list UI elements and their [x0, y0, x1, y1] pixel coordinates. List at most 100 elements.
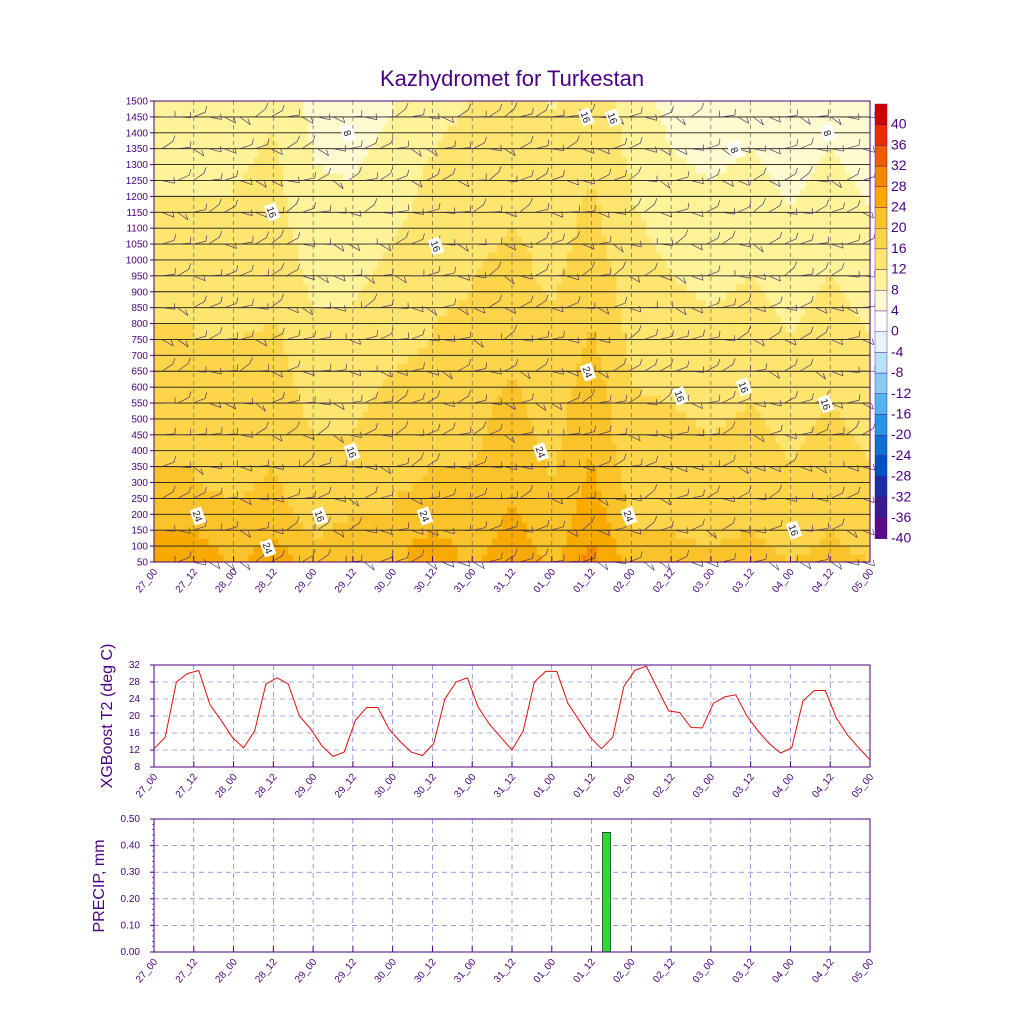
- contour-cell: [457, 554, 463, 563]
- contour-cell: [526, 323, 533, 333]
- contour-cell: [188, 252, 195, 261]
- contour-cell: [178, 307, 185, 317]
- contour-cell: [263, 299, 269, 309]
- contour-cell: [452, 355, 458, 364]
- contour-cell: [303, 228, 309, 237]
- contour-cell: [502, 498, 508, 507]
- contour-cell: [168, 101, 175, 110]
- contour-cell: [447, 204, 453, 213]
- contour-cell: [173, 474, 180, 484]
- contour-cell: [581, 554, 588, 563]
- contour-cell: [566, 299, 573, 309]
- contour-cell: [233, 252, 240, 261]
- contour-cell: [263, 164, 269, 174]
- contour-cell: [337, 347, 344, 356]
- contour-cell: [342, 530, 349, 539]
- contour-cell: [526, 355, 533, 364]
- contour-cell: [546, 267, 553, 277]
- contour-cell: [318, 482, 324, 492]
- contour-cell: [328, 148, 334, 158]
- contour-cell: [228, 546, 235, 555]
- contour-cell: [218, 204, 225, 213]
- contour-cell: [243, 490, 250, 500]
- contour-cell: [536, 156, 543, 166]
- contour-cell: [477, 307, 483, 317]
- contour-cell: [362, 331, 369, 341]
- contour-cell: [487, 530, 493, 539]
- contour-cell: [566, 530, 573, 539]
- contour-cell: [556, 530, 563, 539]
- contour-cell: [303, 410, 309, 420]
- contour-cell: [283, 228, 289, 237]
- contour-cell: [248, 236, 255, 245]
- contour-cell: [333, 124, 339, 134]
- contour-cell: [208, 490, 215, 500]
- contour-cell: [328, 522, 334, 531]
- contour-cell: [213, 275, 220, 285]
- contour-cell: [372, 259, 379, 269]
- contour-cell: [487, 434, 493, 444]
- contour-cell: [526, 498, 533, 507]
- contour-cell: [382, 387, 389, 396]
- contour-cell: [576, 395, 583, 404]
- contour-cell: [293, 108, 299, 118]
- contour-cell: [178, 506, 185, 515]
- contour-cell: [303, 482, 309, 492]
- contour-cell: [333, 403, 339, 412]
- contour-cell: [198, 252, 205, 261]
- contour-cell: [337, 474, 344, 484]
- contour-cell: [273, 172, 279, 182]
- contour-cell: [278, 426, 284, 436]
- contour-cell: [198, 347, 205, 356]
- contour-cell: [392, 355, 399, 364]
- contour-cell: [357, 283, 364, 293]
- contour-cell: [308, 403, 314, 412]
- contour-cell: [472, 108, 478, 118]
- contour-cell: [442, 259, 448, 269]
- contour-cell: [566, 307, 573, 317]
- contour-cell: [492, 371, 498, 380]
- contour-cell: [253, 442, 260, 452]
- contour-cell: [576, 403, 583, 412]
- contour-cell: [526, 554, 533, 563]
- contour-cell: [178, 426, 185, 436]
- contour-cell: [188, 236, 195, 245]
- contour-cell: [357, 522, 364, 531]
- contour-cell: [367, 546, 374, 555]
- contour-cell: [467, 410, 473, 420]
- contour-cell: [263, 403, 269, 412]
- contour-cell: [507, 307, 513, 317]
- contour-cell: [447, 379, 453, 388]
- contour-cell: [357, 514, 364, 523]
- contour-cell: [576, 546, 583, 555]
- contour-cell: [571, 244, 578, 253]
- contour-cell: [288, 418, 294, 428]
- contour-cell: [273, 506, 279, 515]
- contour-cell: [188, 442, 195, 452]
- contour-cell: [173, 387, 180, 396]
- contour-cell: [223, 188, 230, 197]
- contour-cell: [233, 546, 240, 555]
- contour-cell: [223, 418, 230, 428]
- contour-cell: [328, 482, 334, 492]
- contour-cell: [477, 331, 483, 341]
- contour-cell: [492, 498, 498, 507]
- contour-cell: [497, 244, 503, 253]
- contour-cell: [576, 148, 583, 158]
- contour-cell: [422, 307, 429, 317]
- contour-cell: [576, 244, 583, 253]
- contour-cell: [308, 196, 314, 205]
- contour-cell: [377, 403, 384, 412]
- contour-cell: [298, 204, 304, 213]
- contour-cell: [367, 244, 374, 253]
- contour-cell: [258, 474, 264, 484]
- contour-cell: [526, 426, 533, 436]
- contour-cell: [536, 323, 543, 333]
- contour-cell: [278, 418, 284, 428]
- contour-cell: [526, 331, 533, 341]
- contour-cell: [273, 140, 279, 150]
- contour-cell: [303, 164, 309, 174]
- contour-cell: [531, 538, 538, 547]
- contour-cell: [497, 442, 503, 452]
- contour-cell: [154, 395, 160, 404]
